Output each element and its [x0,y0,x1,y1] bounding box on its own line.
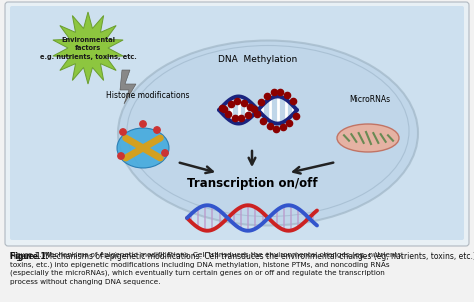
Text: process without changing DNA sequence.: process without changing DNA sequence. [10,279,161,285]
Ellipse shape [118,40,418,226]
Text: Histone modifications: Histone modifications [106,91,190,99]
FancyBboxPatch shape [10,6,464,240]
Circle shape [140,121,146,127]
Polygon shape [120,70,136,104]
Circle shape [162,150,168,156]
Text: Transcription on/off: Transcription on/off [187,176,317,189]
FancyBboxPatch shape [5,2,469,246]
Circle shape [120,129,126,135]
Text: DNA  Methylation: DNA Methylation [219,56,298,65]
Circle shape [118,153,124,159]
Text: (especially the microRNAs), which eventually turn certain genes on or off and re: (especially the microRNAs), which eventu… [10,270,385,277]
Text: Environmental
factors
e.g. nutrients, toxins, etc.: Environmental factors e.g. nutrients, to… [40,37,137,59]
Text: Figure 1.: Figure 1. [10,252,49,261]
Text: Figure 1. Mechanisms of epigenetic modifications. Cell transduces the environmen: Figure 1. Mechanisms of epigenetic modif… [10,252,474,261]
Ellipse shape [337,124,399,152]
Text: toxins, etc.) into epigenetic modifications including DNA methylation, histone P: toxins, etc.) into epigenetic modificati… [10,261,390,268]
Ellipse shape [117,128,169,168]
Text: MicroRNAs: MicroRNAs [349,95,391,104]
Text: Figure 1. Mechanisms of epigenetic modifications. Cell transduces the environmen: Figure 1. Mechanisms of epigenetic modif… [10,252,403,259]
Polygon shape [53,12,123,84]
Circle shape [154,127,160,133]
